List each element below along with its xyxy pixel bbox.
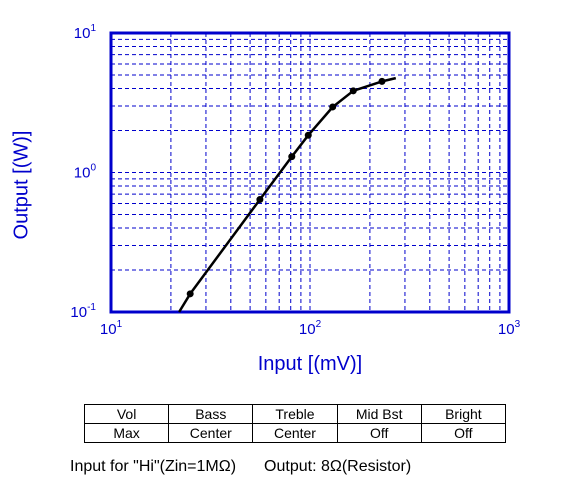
- settings-value-mid-bst: Off: [336, 423, 422, 443]
- settings-value-bright: Off: [420, 423, 507, 443]
- settings-header-bright: Bright: [420, 404, 507, 424]
- data-point: [256, 196, 264, 204]
- settings-value-vol: Max: [83, 423, 170, 443]
- settings-value-treble: Center: [252, 423, 338, 443]
- test-condition-note: Input for "Hi"(Zin=1MΩ) Output: 8Ω(Resist…: [70, 458, 550, 476]
- settings-header-bass: Bass: [168, 404, 254, 424]
- y-axis-title-wrap: Output [(W)]: [2, 90, 42, 280]
- data-point: [186, 290, 194, 298]
- data-point: [304, 131, 312, 139]
- settings-table: Vol Bass Treble Mid Bst Bright Max Cente…: [83, 404, 507, 443]
- y-tick-label: 101: [74, 23, 97, 42]
- settings-value-row: Max Center Center Off Off: [83, 423, 507, 443]
- output-condition: Output: 8Ω(Resistor): [264, 458, 412, 475]
- settings-header-mid-bst: Mid Bst: [336, 404, 422, 424]
- data-point: [329, 103, 337, 111]
- y-axis-title: Output [(W)]: [10, 130, 33, 240]
- y-tick-label: 100: [74, 163, 97, 182]
- data-point: [288, 153, 296, 161]
- data-point: [378, 77, 386, 85]
- settings-value-bass: Center: [168, 423, 254, 443]
- settings-header-row: Vol Bass Treble Mid Bst Bright: [83, 404, 507, 424]
- data-point: [349, 87, 357, 95]
- settings-header-vol: Vol: [83, 404, 170, 424]
- output-vs-input-chart: 101 102 103 10-1 100 101: [70, 23, 521, 338]
- y-tick-label: 10-1: [70, 302, 96, 321]
- x-tick-label: 102: [299, 319, 322, 338]
- settings-header-treble: Treble: [252, 404, 338, 424]
- x-tick-label: 101: [100, 319, 123, 338]
- plot-frame: [109, 31, 511, 314]
- x-tick-label: 103: [498, 319, 521, 338]
- x-axis-title: Input [(mV)]: [257, 353, 363, 375]
- input-condition: Input for "Hi"(Zin=1MΩ): [70, 458, 237, 475]
